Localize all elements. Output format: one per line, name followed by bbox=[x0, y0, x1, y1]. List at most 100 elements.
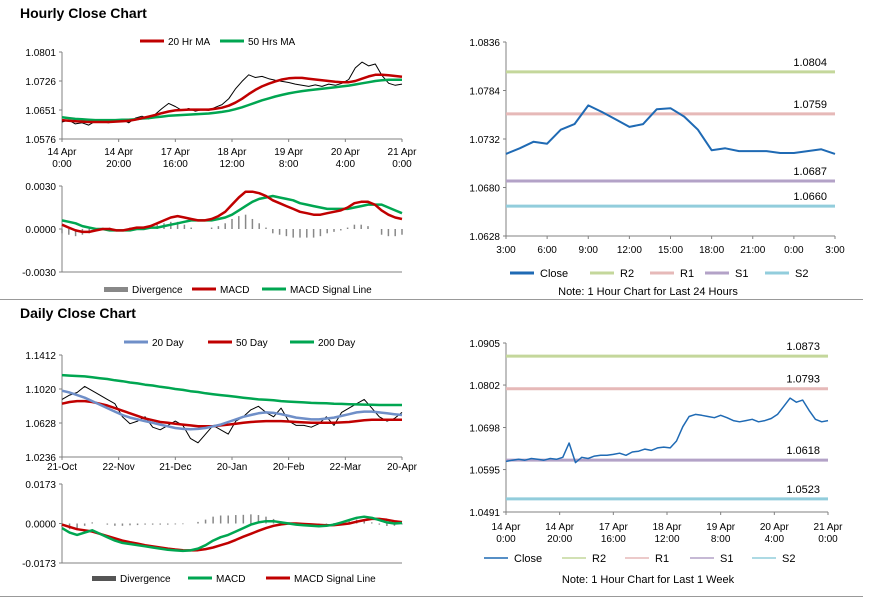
hourly-macd-y-tick-label: -0.0030 bbox=[22, 268, 56, 279]
hourly-price-x-tick-label: 21 Apr bbox=[388, 147, 418, 158]
daily-price-legend-label: 50 Day bbox=[236, 338, 268, 349]
daily-pivot-x-tick-label: 14 Apr bbox=[492, 522, 522, 533]
hourly-macd-legend-label: MACD bbox=[220, 285, 249, 296]
daily-pivot-x-tick-label: 0:00 bbox=[496, 534, 516, 545]
hourly-price-x-tick-label: 19 Apr bbox=[274, 147, 304, 158]
daily-ma50-line bbox=[61, 399, 402, 428]
hourly-pivot-x-tick-label: 0:00 bbox=[784, 245, 804, 256]
hourly-price-x-tick-label: 0:00 bbox=[392, 159, 412, 170]
daily-price-x-tick-label: 20-Apr bbox=[387, 462, 418, 473]
hourly-pivot-note: Note: 1 Hour Chart for Last 24 Hours bbox=[558, 286, 738, 298]
daily-pivot-x-tick-label: 12:00 bbox=[654, 534, 679, 545]
hourly-price-x-tick-label: 16:00 bbox=[163, 159, 188, 170]
daily-pivot-x-tick-label: 17 Apr bbox=[599, 522, 629, 533]
daily-pivot-x-tick-label: 0:00 bbox=[818, 534, 838, 545]
daily-pivot-y-tick-label: 1.0595 bbox=[469, 466, 500, 477]
hourly-pivot-level-label-r2: 1.0804 bbox=[793, 57, 827, 69]
daily-price-y-tick-label: 1.0628 bbox=[25, 419, 56, 430]
hourly-ma50-line bbox=[61, 78, 402, 122]
hourly-pivot-x-tick-label: 21:00 bbox=[740, 245, 765, 256]
daily-price-x-tick-label: 21-Oct bbox=[47, 462, 77, 473]
daily-macd-legend-label: MACD Signal Line bbox=[294, 574, 376, 585]
hourly-pivot-legend-label: S2 bbox=[795, 268, 808, 280]
hourly-pivot-y-tick-label: 1.0732 bbox=[469, 135, 500, 146]
daily-pivot-level-label-r2: 1.0873 bbox=[786, 341, 820, 353]
hourly-pivot-level-label-s1: 1.0687 bbox=[793, 166, 827, 178]
hourly-price-y-tick-label: 1.0576 bbox=[25, 135, 56, 146]
hourly-pivot-y-tick-label: 1.0680 bbox=[469, 184, 500, 195]
hourly-pivot-x-tick-label: 18:00 bbox=[699, 245, 724, 256]
daily-macd-y-tick-label: 0.0000 bbox=[25, 520, 56, 531]
hourly-pivot-x-tick-label: 15:00 bbox=[658, 245, 683, 256]
hourly-pivot-x-tick-label: 3:00 bbox=[496, 245, 516, 256]
daily-price-y-tick-label: 1.1412 bbox=[25, 351, 56, 362]
hourly-price-x-tick-label: 14 Apr bbox=[48, 147, 78, 158]
hourly-pivot-x-tick-label: 6:00 bbox=[537, 245, 557, 256]
daily-pivot-legend-label: R1 bbox=[655, 553, 669, 565]
daily-section-title: Daily Close Chart bbox=[20, 305, 136, 321]
daily-ma200-line bbox=[61, 373, 402, 407]
hourly-ma20-line bbox=[61, 73, 403, 124]
hourly-price-x-tick-label: 4:00 bbox=[336, 159, 356, 170]
hourly-pivot-x-tick-label: 12:00 bbox=[617, 245, 642, 256]
hourly-price-y-tick-label: 1.0726 bbox=[25, 77, 56, 88]
hourly-pivot-legend-label: R2 bbox=[620, 268, 634, 280]
daily-pivot-legend-label: Close bbox=[514, 553, 542, 565]
daily-price-x-tick-label: 20-Feb bbox=[273, 462, 305, 473]
daily-pivot-level-label-s1: 1.0618 bbox=[786, 445, 820, 457]
daily-pivot-legend-label: S2 bbox=[782, 553, 795, 565]
daily-price-x-tick-label: 22-Nov bbox=[103, 462, 135, 473]
hourly-pivot-legend-label: Close bbox=[540, 268, 568, 280]
daily-pivot-legend-label: R2 bbox=[592, 553, 606, 565]
daily-price-y-tick-label: 1.1020 bbox=[25, 385, 56, 396]
hourly-price-x-tick-label: 12:00 bbox=[219, 159, 244, 170]
daily-macd-y-tick-label: -0.0173 bbox=[22, 559, 56, 570]
daily-macd-y-tick-label: 0.0173 bbox=[25, 480, 56, 491]
daily-macd-line bbox=[61, 515, 403, 553]
hourly-pivot-y-tick-label: 1.0836 bbox=[469, 38, 500, 49]
daily-pivot-y-tick-label: 1.0905 bbox=[469, 339, 500, 350]
hourly-pivot-level-label-r1: 1.0759 bbox=[793, 99, 827, 111]
daily-pivot-level-label-s2: 1.0523 bbox=[786, 484, 820, 496]
hourly-macd-legend-label: Divergence bbox=[132, 285, 183, 296]
hourly-price-x-tick-label: 20 Apr bbox=[331, 147, 361, 158]
hourly-macd-legend-swatch bbox=[104, 287, 128, 292]
daily-pivot-legend-label: S1 bbox=[720, 553, 733, 565]
hourly-price-line bbox=[61, 61, 403, 126]
daily-pivot-x-tick-label: 20 Apr bbox=[760, 522, 790, 533]
daily-price-x-tick-label: 20-Jan bbox=[217, 462, 248, 473]
bottom-divider bbox=[0, 596, 863, 597]
hourly-macd-y-tick-label: 0.0000 bbox=[25, 225, 56, 236]
daily-pivot-y-tick-label: 1.0491 bbox=[469, 508, 500, 519]
daily-macd-legend-label: MACD bbox=[216, 574, 245, 585]
hourly-macd-y-tick-label: 0.0030 bbox=[25, 182, 56, 193]
hourly-pivot-level-label-s2: 1.0660 bbox=[793, 191, 827, 203]
hourly-pivot-y-tick-label: 1.0784 bbox=[469, 87, 500, 98]
hourly-section-title: Hourly Close Chart bbox=[20, 5, 147, 21]
hourly-pivot-legend-label: R1 bbox=[680, 268, 694, 280]
hourly-price-x-tick-label: 0:00 bbox=[52, 159, 72, 170]
hourly-price-y-tick-label: 1.0651 bbox=[25, 106, 56, 117]
daily-price-legend-label: 20 Day bbox=[152, 338, 184, 349]
daily-pivot-note: Note: 1 Hour Chart for Last 1 Week bbox=[562, 574, 735, 586]
hourly-price-y-tick-label: 1.0801 bbox=[25, 48, 56, 59]
daily-ma20-line bbox=[61, 389, 403, 431]
daily-price-x-tick-label: 22-Mar bbox=[329, 462, 361, 473]
section-divider bbox=[0, 299, 863, 300]
daily-pivot-x-tick-label: 19 Apr bbox=[706, 522, 736, 533]
hourly-pivot-x-tick-label: 9:00 bbox=[579, 245, 599, 256]
hourly-price-x-tick-label: 8:00 bbox=[279, 159, 299, 170]
daily-pivot-x-tick-label: 8:00 bbox=[711, 534, 731, 545]
daily-pivot-x-tick-label: 16:00 bbox=[601, 534, 626, 545]
daily-price-y-tick-label: 1.0236 bbox=[25, 453, 56, 464]
hourly-price-x-tick-label: 18 Apr bbox=[218, 147, 248, 158]
hourly-pivot-legend-label: S1 bbox=[735, 268, 748, 280]
hourly-pivot-x-tick-label: 3:00 bbox=[825, 245, 845, 256]
daily-pivot-y-tick-label: 1.0698 bbox=[469, 424, 500, 435]
daily-pivot-x-tick-label: 4:00 bbox=[765, 534, 785, 545]
daily-pivot-x-tick-label: 20:00 bbox=[547, 534, 572, 545]
daily-pivot-x-tick-label: 14 Apr bbox=[545, 522, 575, 533]
hourly-macd-legend-label: MACD Signal Line bbox=[290, 285, 372, 296]
daily-price-legend-label: 200 Day bbox=[318, 338, 355, 349]
hourly-price-legend-label: 20 Hr MA bbox=[168, 37, 211, 48]
